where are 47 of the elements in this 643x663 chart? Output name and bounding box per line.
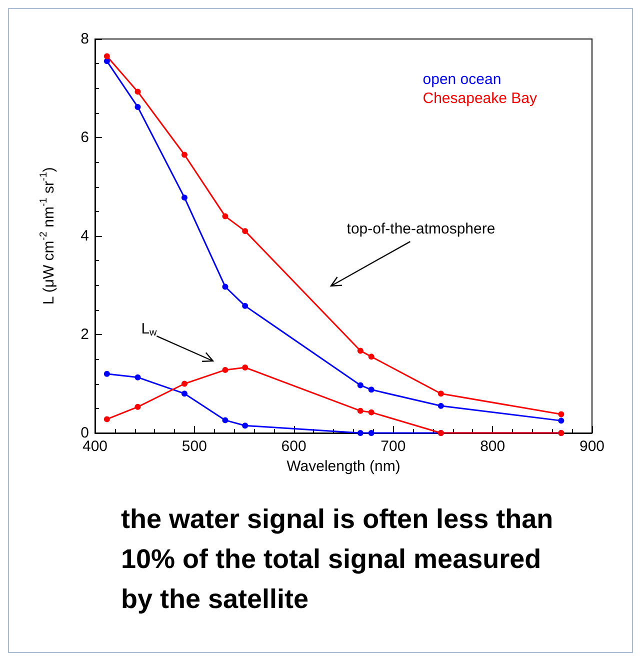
- point: [222, 213, 228, 220]
- x-tick-label: 700: [380, 438, 406, 455]
- point: [222, 417, 228, 424]
- text: Chesapeake Bay: [422, 90, 538, 107]
- y-tick-label: 4: [80, 228, 89, 244]
- text: the water signal is often less than 10% of the total signal measured by the satellite: [121, 503, 554, 616]
- point: [134, 104, 141, 110]
- point: [368, 386, 374, 393]
- point: [368, 354, 374, 360]
- point: [438, 402, 444, 409]
- point: [181, 390, 188, 397]
- point: [134, 404, 141, 410]
- x-tick-label: 800: [480, 438, 506, 455]
- point: [242, 364, 248, 370]
- point: [134, 88, 141, 95]
- point: [104, 58, 110, 64]
- y-axis-title: L (μW cm-2 nm-1 sr-1): [38, 167, 58, 305]
- point: [104, 416, 110, 422]
- point: [357, 348, 364, 354]
- point: [181, 194, 188, 201]
- point: [438, 390, 444, 397]
- y-tick-label: 2: [80, 326, 89, 343]
- x-tick-label: 600: [281, 438, 306, 455]
- point: [242, 422, 248, 429]
- x-tick-label: 900: [579, 438, 605, 455]
- annotation: top-of-the-atmosphere: [346, 220, 496, 238]
- point: [357, 382, 364, 388]
- point: [558, 411, 564, 418]
- point: [181, 152, 188, 158]
- x-tick-label: 500: [182, 438, 207, 455]
- point: [104, 53, 110, 60]
- point: [222, 366, 228, 373]
- point: [357, 408, 364, 414]
- point: [134, 374, 141, 380]
- y-tick-label: 8: [80, 30, 89, 48]
- point: [242, 302, 248, 309]
- point: [368, 409, 374, 416]
- point: [222, 284, 228, 290]
- point: [242, 228, 248, 234]
- point: [357, 430, 364, 436]
- point: [181, 380, 188, 387]
- text: open ocean: [422, 71, 502, 88]
- x-axis-title: Wavelength (nm): [286, 458, 400, 475]
- point: [558, 418, 564, 424]
- point: [368, 430, 374, 436]
- point: [104, 370, 110, 377]
- y-tick-label: 6: [80, 129, 89, 146]
